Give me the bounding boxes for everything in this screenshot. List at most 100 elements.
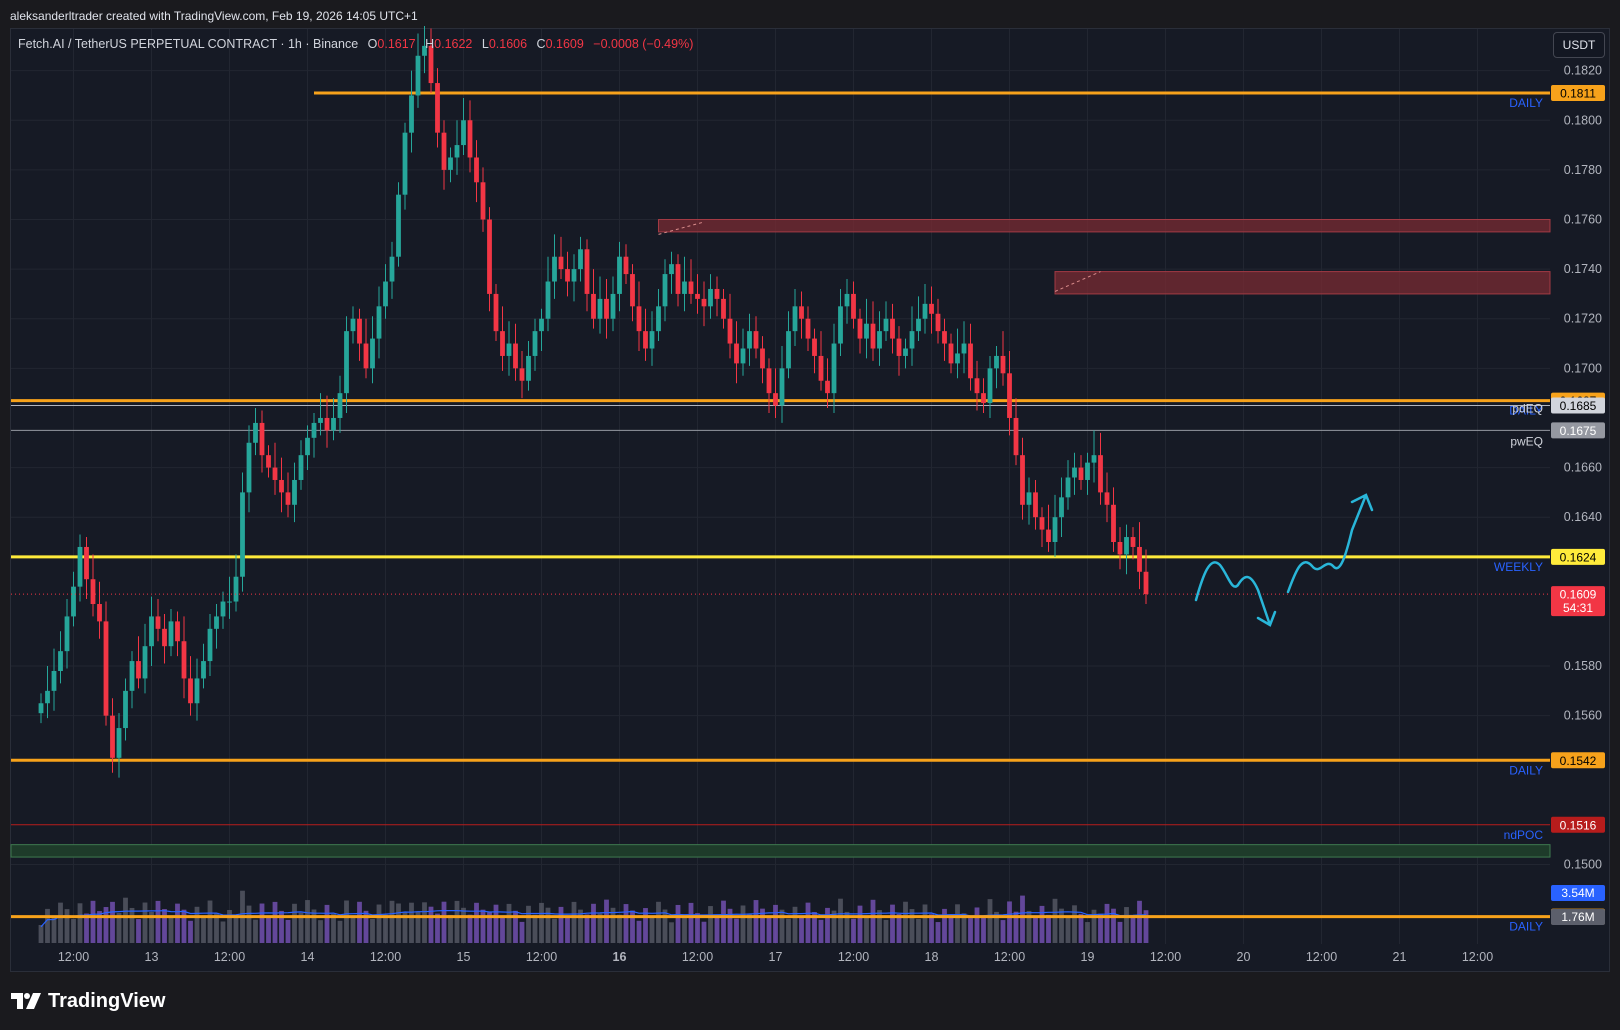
candle-body — [1104, 492, 1110, 505]
volume-bar — [578, 909, 583, 943]
price-label-box — [1551, 752, 1605, 769]
volume-bar — [181, 909, 187, 943]
candle-body — [305, 437, 310, 456]
zone-dashed-connector — [1054, 271, 1101, 292]
candle-body — [1052, 517, 1058, 542]
candle-body — [454, 145, 460, 158]
candle-body — [389, 256, 395, 282]
candle-body — [584, 249, 590, 294]
volume-bar — [604, 899, 609, 943]
candle-body — [922, 303, 928, 319]
volume-bar — [799, 917, 804, 943]
volume-bar — [194, 906, 200, 943]
candle-body — [701, 298, 707, 307]
candle-body — [565, 269, 570, 282]
level-tag-daily: DAILY — [1509, 96, 1543, 110]
volume-bar — [1007, 901, 1012, 943]
candle-body — [1000, 355, 1006, 374]
high-label: H — [425, 37, 435, 51]
symbol-title[interactable]: Fetch.AI / TetherUS PERPETUAL CONTRACT ·… — [18, 37, 359, 51]
x-axis-tick: 12:00 — [1150, 950, 1181, 964]
candle-body — [363, 343, 369, 369]
candle-body — [818, 355, 824, 381]
price-label-weekly: 0.1624 — [1560, 550, 1597, 564]
x-axis-tick: 19 — [1081, 950, 1095, 964]
volume-bar — [474, 902, 479, 943]
grid-lines — [11, 29, 1550, 944]
x-axis-tick: 18 — [925, 950, 939, 964]
candle-body — [220, 601, 226, 617]
candle-body — [578, 249, 583, 270]
volume-bar — [922, 904, 928, 943]
attribution-bar: aleksanderltrader created with TradingVi… — [0, 0, 1620, 30]
volume-bar — [701, 921, 707, 943]
current-price-label: 0.1609 — [1560, 588, 1597, 602]
volume-bar — [721, 900, 726, 943]
candle-body — [545, 281, 551, 319]
x-axis-tick: 16 — [613, 950, 627, 964]
current-price-box — [1551, 586, 1605, 617]
candle-body — [435, 83, 440, 133]
candle-body — [597, 298, 603, 319]
tradingview-logo[interactable]: TradingView — [11, 988, 165, 1014]
candle-body — [929, 303, 934, 314]
price-label-box — [1551, 422, 1605, 439]
volume-bar — [1033, 917, 1038, 943]
level-tag-pweq: pwEQ — [1510, 434, 1543, 448]
candle-body — [669, 264, 674, 275]
volume-bar — [948, 916, 954, 943]
volume-bar — [591, 903, 596, 943]
volume-bar — [337, 920, 343, 943]
candle-body — [480, 182, 486, 220]
candle-body — [636, 306, 642, 332]
volume-bar — [955, 904, 960, 943]
candle-body — [266, 455, 271, 468]
candle-body — [155, 616, 161, 629]
high-value: 0.1622 — [434, 37, 473, 51]
volume-bar — [1091, 909, 1097, 943]
volume-bar — [870, 899, 876, 943]
candle-body — [162, 628, 167, 647]
volume-bar — [71, 918, 76, 943]
volume-bar — [1137, 900, 1142, 943]
candle-body — [896, 338, 902, 356]
candle-body — [396, 194, 401, 257]
candle-body — [942, 331, 947, 344]
volume-bar — [929, 914, 934, 943]
attribution-text: aleksanderltrader created with TradingVi… — [10, 9, 418, 23]
candle-body — [974, 378, 980, 394]
candle-body — [617, 256, 622, 294]
volume-bar — [857, 905, 863, 943]
candle-body — [350, 318, 356, 332]
candle-body — [64, 616, 70, 652]
y-axis-tick: 0.1500 — [1564, 858, 1602, 872]
candle-body — [285, 492, 291, 505]
volume-bar — [493, 904, 499, 943]
candle-body — [344, 331, 349, 394]
logo-text: TradingView — [48, 989, 166, 1012]
volume-bar — [669, 922, 674, 943]
volume-bar — [981, 917, 986, 943]
volume-bar — [630, 910, 635, 943]
candle-body — [838, 306, 843, 344]
currency-unit-button[interactable]: USDT — [1553, 32, 1605, 58]
volume-bar — [292, 903, 297, 943]
volume-bar — [558, 906, 564, 943]
chart-panel[interactable] — [10, 28, 1610, 972]
candle-body — [506, 343, 512, 356]
candle-body — [71, 586, 76, 617]
candle-body — [877, 331, 882, 349]
volume-bar — [467, 914, 473, 943]
volume-bar — [688, 902, 694, 943]
candle-body — [487, 219, 492, 294]
candle-body — [721, 298, 726, 319]
volume-bar — [207, 900, 213, 943]
x-axis-tick: 12:00 — [58, 950, 89, 964]
candle-body — [994, 355, 999, 369]
x-axis-tick: 12:00 — [1462, 950, 1493, 964]
candle-body — [194, 678, 200, 704]
x-axis-tick: 12:00 — [682, 950, 713, 964]
candle-body — [259, 422, 265, 456]
open-value: 0.1617 — [377, 37, 416, 51]
